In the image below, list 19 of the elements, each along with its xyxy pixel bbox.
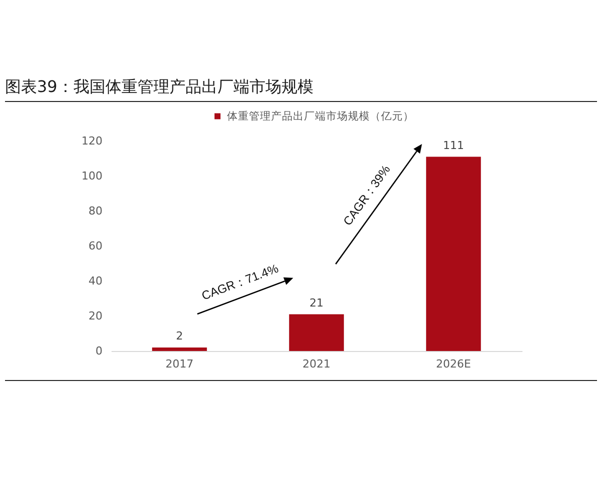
data-label: 2	[176, 330, 183, 342]
data-label: 111	[443, 138, 464, 152]
y-tick-label: 100	[82, 170, 102, 182]
y-tick-label: 80	[88, 204, 102, 218]
x-tick-label: 2017	[166, 358, 194, 370]
bar	[152, 348, 207, 351]
y-tick-label: 40	[88, 274, 102, 288]
y-tick-label: 0	[96, 344, 102, 358]
annotation: CAGR：71.4%	[200, 261, 281, 303]
bar	[289, 314, 344, 351]
x-tick-label: 2021	[302, 358, 330, 370]
data-label: 21	[310, 296, 324, 310]
y-tick-label: 120	[82, 134, 102, 148]
bar	[426, 156, 481, 351]
y-tick-label: 20	[88, 310, 102, 322]
y-tick-label: 60	[88, 240, 102, 252]
chart-title: 图表39：我国体重管理产品出厂端市场规模	[5, 77, 314, 97]
x-tick-label: 2026E	[436, 358, 472, 370]
legend-label: 体重管理产品出厂端市场规模（亿元）	[226, 109, 414, 122]
